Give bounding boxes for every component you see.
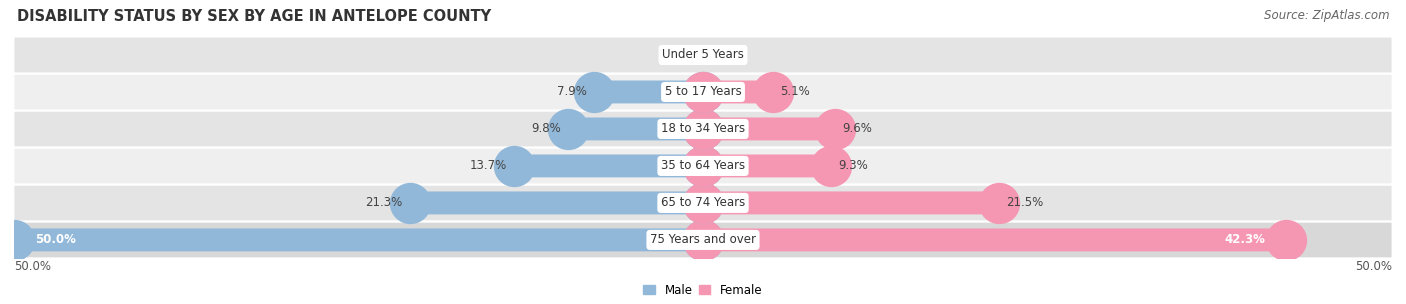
FancyBboxPatch shape	[14, 147, 1392, 185]
Text: 21.5%: 21.5%	[1007, 196, 1043, 209]
Text: Source: ZipAtlas.com: Source: ZipAtlas.com	[1264, 9, 1389, 22]
Text: 50.0%: 50.0%	[1355, 260, 1392, 272]
Text: 75 Years and over: 75 Years and over	[650, 233, 756, 247]
Legend: Male, Female: Male, Female	[638, 279, 768, 301]
FancyBboxPatch shape	[568, 117, 703, 140]
FancyBboxPatch shape	[14, 74, 1392, 110]
Text: 0.0%: 0.0%	[666, 48, 696, 61]
FancyBboxPatch shape	[14, 185, 1392, 221]
Text: 0.0%: 0.0%	[710, 48, 740, 61]
Text: 50.0%: 50.0%	[35, 233, 76, 247]
Text: 5.1%: 5.1%	[780, 85, 810, 98]
FancyBboxPatch shape	[703, 81, 773, 103]
Text: 21.3%: 21.3%	[366, 196, 402, 209]
Text: 50.0%: 50.0%	[14, 260, 51, 272]
FancyBboxPatch shape	[14, 36, 1392, 74]
Text: 7.9%: 7.9%	[557, 85, 588, 98]
Text: 42.3%: 42.3%	[1225, 233, 1265, 247]
FancyBboxPatch shape	[703, 117, 835, 140]
Text: 18 to 34 Years: 18 to 34 Years	[661, 123, 745, 136]
Text: 9.8%: 9.8%	[531, 123, 561, 136]
FancyBboxPatch shape	[409, 192, 703, 214]
Text: 13.7%: 13.7%	[470, 159, 508, 172]
FancyBboxPatch shape	[703, 228, 1286, 251]
Text: 65 to 74 Years: 65 to 74 Years	[661, 196, 745, 209]
FancyBboxPatch shape	[703, 154, 831, 178]
FancyBboxPatch shape	[14, 228, 703, 251]
FancyBboxPatch shape	[595, 81, 703, 103]
FancyBboxPatch shape	[14, 110, 1392, 147]
Text: 5 to 17 Years: 5 to 17 Years	[665, 85, 741, 98]
Text: DISABILITY STATUS BY SEX BY AGE IN ANTELOPE COUNTY: DISABILITY STATUS BY SEX BY AGE IN ANTEL…	[17, 9, 491, 24]
FancyBboxPatch shape	[14, 221, 1392, 258]
Text: 35 to 64 Years: 35 to 64 Years	[661, 159, 745, 172]
FancyBboxPatch shape	[703, 192, 1000, 214]
FancyBboxPatch shape	[515, 154, 703, 178]
Text: 9.6%: 9.6%	[842, 123, 872, 136]
Text: Under 5 Years: Under 5 Years	[662, 48, 744, 61]
Text: 9.3%: 9.3%	[838, 159, 868, 172]
